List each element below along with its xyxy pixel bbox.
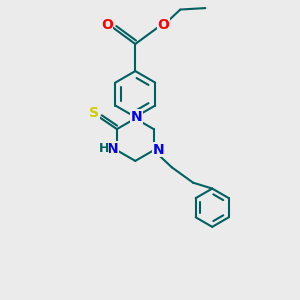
Text: O: O — [101, 18, 113, 32]
Text: H: H — [98, 142, 109, 155]
Text: S: S — [89, 106, 99, 120]
Text: N: N — [107, 142, 118, 156]
Text: O: O — [157, 18, 169, 32]
Text: N: N — [153, 143, 165, 157]
Text: N: N — [131, 110, 142, 124]
